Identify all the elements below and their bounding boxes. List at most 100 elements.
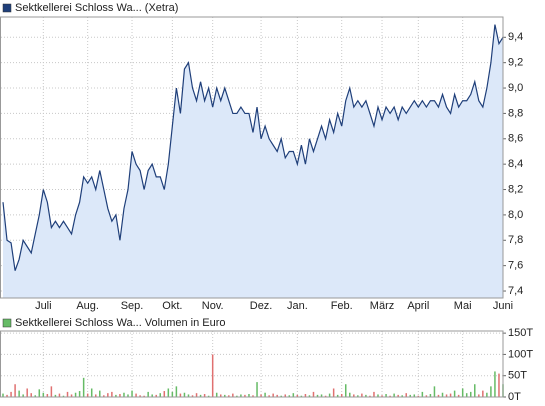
volume-bar bbox=[260, 394, 262, 397]
volume-bar bbox=[78, 391, 81, 397]
volume-bar bbox=[296, 394, 299, 397]
y-tick-label: 7,8 bbox=[508, 234, 523, 246]
y-tick-label: 7,6 bbox=[508, 260, 523, 272]
volume-bar bbox=[340, 394, 343, 397]
volume-bar bbox=[119, 394, 121, 397]
legend-label: Sektkellerei Schloss Wa... (Xetra) bbox=[15, 2, 178, 14]
volume-bar bbox=[94, 394, 97, 397]
volume-bar bbox=[115, 394, 117, 397]
volume-bar bbox=[6, 394, 8, 397]
x-tick-label: Juli bbox=[35, 300, 52, 312]
volume-bar bbox=[123, 392, 125, 397]
volume-bar bbox=[99, 390, 101, 397]
volume-bar bbox=[240, 394, 242, 397]
volume-bar bbox=[159, 393, 162, 397]
y-tick-label: 9,0 bbox=[508, 82, 523, 94]
volume-bar bbox=[244, 394, 246, 397]
volume-bar bbox=[58, 393, 61, 397]
volume-bar bbox=[486, 392, 488, 397]
volume-bar bbox=[280, 395, 282, 397]
volume-bar bbox=[207, 395, 210, 397]
volume-bar bbox=[474, 384, 476, 397]
volume-bar bbox=[453, 390, 456, 397]
volume-bar bbox=[490, 386, 492, 397]
plot-frame bbox=[0, 330, 504, 398]
volume-bar bbox=[449, 393, 452, 397]
x-tick-label: April bbox=[407, 300, 429, 312]
volume-bar bbox=[236, 395, 238, 397]
volume-bar bbox=[10, 391, 12, 397]
volume-bar bbox=[232, 393, 234, 397]
volume-bar bbox=[70, 394, 73, 397]
volume-bar bbox=[74, 392, 77, 397]
volume-bar bbox=[276, 394, 278, 397]
legend-swatch bbox=[2, 3, 12, 13]
volume-bar bbox=[401, 395, 403, 397]
volume-bar bbox=[469, 391, 472, 397]
volume-bar bbox=[336, 394, 339, 397]
volume-bar bbox=[30, 393, 32, 397]
volume-bar bbox=[482, 390, 484, 397]
volume-bar bbox=[457, 394, 460, 397]
volume-bar bbox=[155, 394, 157, 397]
volume-bar bbox=[199, 394, 202, 397]
volume-bar bbox=[292, 393, 295, 397]
volume-bar bbox=[268, 395, 270, 397]
volume-bar bbox=[369, 395, 371, 397]
volume-bar bbox=[46, 394, 49, 397]
y-tick-label: 8,8 bbox=[508, 107, 523, 119]
area bbox=[3, 24, 503, 299]
x-tick-label: Juni bbox=[493, 300, 513, 312]
volume-bar bbox=[179, 393, 182, 397]
volume-bar bbox=[203, 394, 206, 397]
volume-bar bbox=[332, 388, 335, 397]
x-tick-label: Feb. bbox=[331, 300, 353, 312]
x-tick-label: Aug. bbox=[76, 300, 99, 312]
volume-bar bbox=[219, 394, 222, 397]
volume-bar bbox=[147, 391, 149, 397]
volume-bar bbox=[215, 392, 218, 397]
volume-bar bbox=[86, 393, 89, 397]
y-tick-label: 0T bbox=[508, 391, 521, 401]
volume-bar bbox=[465, 393, 468, 397]
y-tick-label: 7,4 bbox=[508, 285, 523, 297]
volume-bar bbox=[320, 394, 323, 397]
y-tick-label: 8,6 bbox=[508, 133, 523, 145]
volume-bar bbox=[284, 394, 287, 397]
volume-bar bbox=[365, 394, 367, 397]
volume-bar bbox=[264, 392, 266, 397]
volume-bar bbox=[357, 395, 359, 397]
y-tick-label: 8,0 bbox=[508, 209, 523, 221]
volume-bar bbox=[433, 386, 436, 397]
volume-bar bbox=[228, 395, 230, 397]
volume-bar bbox=[127, 394, 129, 397]
y-tick-label: 150T bbox=[508, 327, 533, 339]
volume-bar bbox=[252, 395, 254, 397]
volume-bar bbox=[494, 371, 496, 397]
x-tick-label: März bbox=[370, 300, 394, 312]
x-tick-label: Okt. bbox=[162, 300, 182, 312]
volume-bar bbox=[373, 391, 375, 397]
volume-bar bbox=[14, 384, 16, 397]
volume-bar bbox=[82, 377, 85, 397]
volume-bar bbox=[50, 386, 53, 397]
volume-bar bbox=[288, 395, 291, 397]
volume-bar bbox=[167, 388, 170, 397]
volume-bar bbox=[393, 393, 395, 397]
volume-bar bbox=[421, 391, 424, 397]
volume-bar bbox=[139, 395, 141, 397]
volume-bar bbox=[349, 392, 351, 397]
volume-bar bbox=[405, 393, 407, 397]
volume-bar bbox=[131, 390, 133, 397]
plot-border bbox=[0, 16, 504, 299]
volume-bar bbox=[103, 395, 105, 397]
volume-bar bbox=[2, 393, 4, 397]
volume-bar bbox=[195, 393, 198, 397]
volume-bar bbox=[300, 395, 303, 397]
volume-bar bbox=[224, 394, 226, 397]
volume-bar bbox=[107, 393, 109, 397]
volume-bar bbox=[397, 394, 399, 397]
volume-bar bbox=[381, 395, 383, 397]
